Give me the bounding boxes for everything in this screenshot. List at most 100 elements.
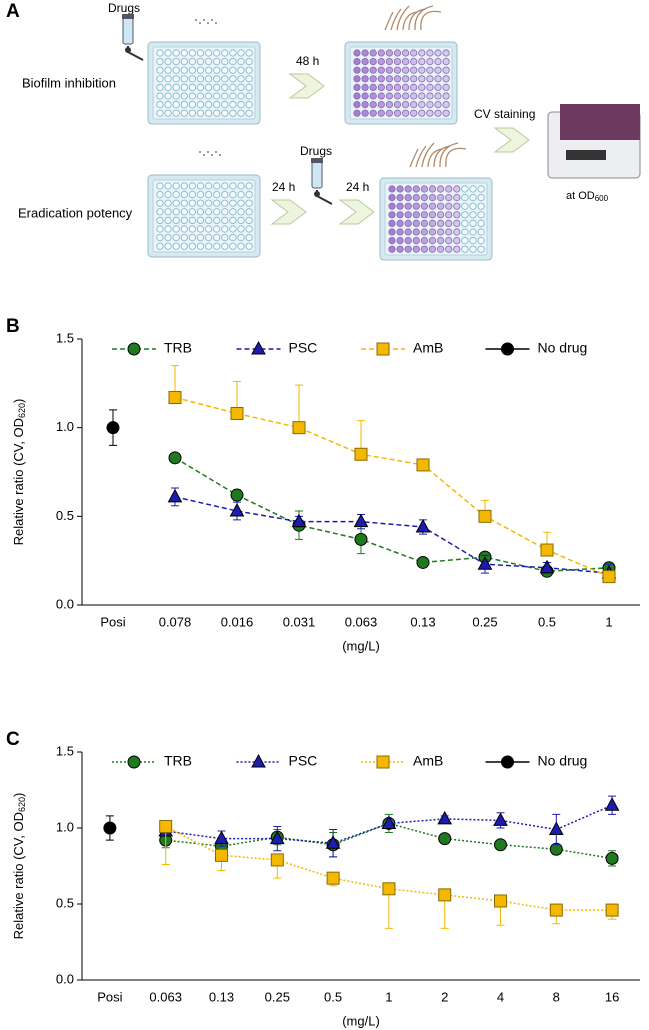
well xyxy=(401,66,410,74)
well xyxy=(156,83,164,92)
well xyxy=(213,225,221,233)
well xyxy=(156,182,164,190)
hyphae xyxy=(420,10,442,31)
well xyxy=(445,219,453,227)
well xyxy=(213,83,221,92)
well xyxy=(229,182,237,190)
well xyxy=(469,237,477,245)
well xyxy=(442,66,450,74)
spore xyxy=(199,22,201,24)
y-axis-label: Relative ratio (CV, OD620) xyxy=(11,793,27,940)
well xyxy=(418,109,426,117)
spore xyxy=(207,22,209,24)
well xyxy=(213,182,221,190)
well xyxy=(396,211,404,219)
well xyxy=(418,92,426,100)
well xyxy=(361,83,369,92)
well xyxy=(164,208,172,216)
well xyxy=(442,57,450,66)
data-point xyxy=(325,835,341,849)
well xyxy=(434,66,442,74)
well xyxy=(188,66,196,74)
well xyxy=(180,242,188,250)
well xyxy=(229,242,237,250)
well xyxy=(453,219,461,227)
x-tick-label: 0.5 xyxy=(324,989,342,1004)
well xyxy=(237,234,245,242)
well xyxy=(401,57,410,66)
well xyxy=(377,75,385,83)
well xyxy=(213,92,221,100)
well xyxy=(396,245,404,253)
well xyxy=(436,194,445,202)
hyphae xyxy=(439,142,459,168)
well xyxy=(213,242,221,250)
well xyxy=(377,49,385,57)
well xyxy=(477,219,485,227)
well xyxy=(172,75,180,83)
well xyxy=(156,199,164,207)
drug-label: Drugs xyxy=(300,144,332,158)
well xyxy=(412,219,420,227)
well xyxy=(188,234,196,242)
y-tick-label: 0.5 xyxy=(56,895,74,910)
legend-marker xyxy=(251,753,266,768)
well xyxy=(404,185,412,193)
well xyxy=(396,228,404,236)
well xyxy=(420,219,428,227)
data-point xyxy=(416,458,430,472)
well xyxy=(172,234,180,242)
legend-marker xyxy=(501,755,514,769)
well xyxy=(418,83,426,92)
well xyxy=(377,92,385,100)
well xyxy=(401,101,410,109)
well xyxy=(205,225,213,233)
well xyxy=(410,49,418,57)
data-point xyxy=(103,821,117,835)
well xyxy=(434,109,442,117)
well xyxy=(164,49,172,57)
x-tick-label: 1 xyxy=(385,989,392,1004)
well xyxy=(396,194,404,202)
row-label: Eradication potency xyxy=(18,205,133,220)
well xyxy=(385,49,393,57)
well xyxy=(385,92,393,100)
well xyxy=(196,225,205,233)
well xyxy=(180,234,188,242)
well xyxy=(401,75,410,83)
well xyxy=(188,208,196,216)
well xyxy=(369,66,377,74)
well xyxy=(353,101,361,109)
plate-top xyxy=(384,182,488,256)
well xyxy=(420,237,428,245)
step-label: CV staining xyxy=(474,107,535,121)
well xyxy=(245,75,253,83)
series-line xyxy=(165,804,613,844)
data-point xyxy=(540,543,554,557)
well xyxy=(180,182,188,190)
arrow xyxy=(288,73,325,99)
spore xyxy=(203,19,205,21)
well xyxy=(377,83,385,92)
well xyxy=(245,182,253,190)
well xyxy=(412,228,420,236)
well xyxy=(205,199,213,207)
well xyxy=(237,109,245,117)
well xyxy=(221,83,229,92)
well xyxy=(180,66,188,74)
well xyxy=(401,49,410,57)
well xyxy=(420,245,428,253)
plate-top xyxy=(152,179,256,253)
y-axis-label-end: ) xyxy=(11,793,26,797)
well xyxy=(385,75,393,83)
x-tick-label: 0.25 xyxy=(472,614,497,629)
well xyxy=(172,49,180,57)
well xyxy=(156,57,164,66)
panel-label: C xyxy=(6,729,20,750)
legend-marker xyxy=(501,342,514,356)
spore xyxy=(195,19,197,21)
well xyxy=(237,191,245,199)
pipette-tip xyxy=(314,191,320,197)
data-point xyxy=(494,838,507,852)
reader-slot xyxy=(566,150,606,160)
